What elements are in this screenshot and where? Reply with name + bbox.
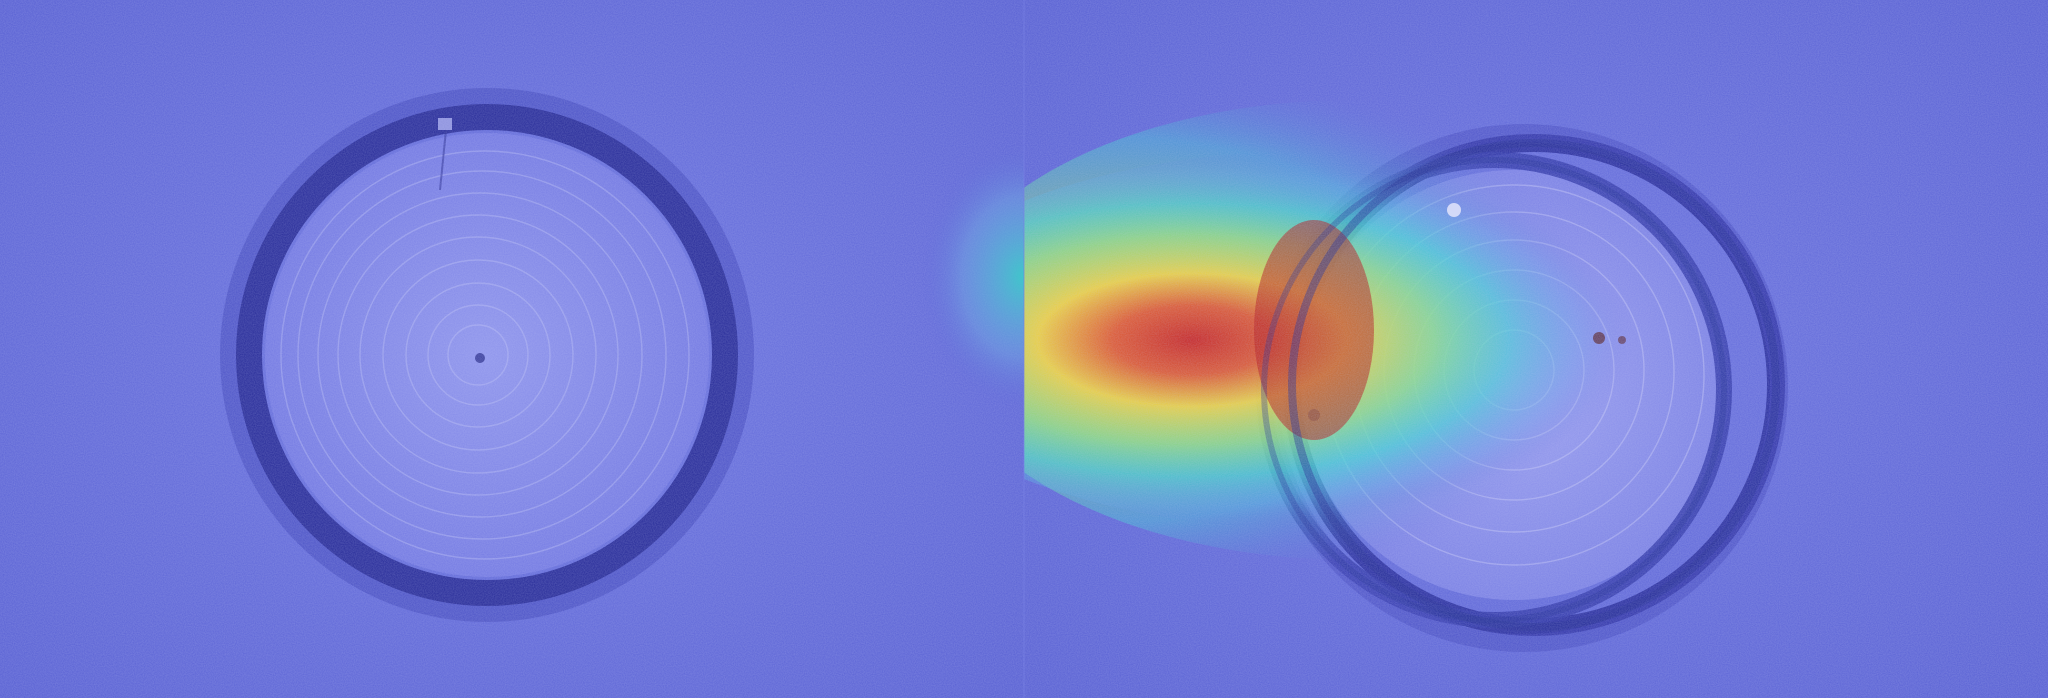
left-panel-original bbox=[0, 0, 1024, 698]
right-panel-heatmap bbox=[1024, 0, 2048, 698]
right-noise bbox=[1024, 0, 2048, 698]
left-panel-svg bbox=[0, 0, 1024, 698]
right-panel-svg bbox=[1024, 0, 2048, 698]
left-heat-spill bbox=[700, 100, 1024, 520]
panel-divider bbox=[1023, 0, 1025, 698]
